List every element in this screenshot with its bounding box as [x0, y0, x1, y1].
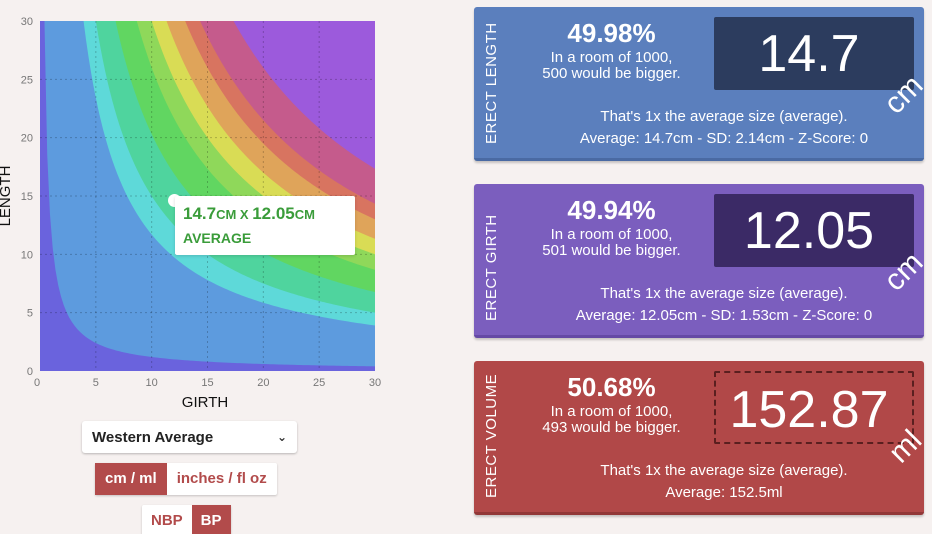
- volume-stats: Average: 152.5ml: [665, 484, 783, 501]
- y-tick-label: 10: [21, 249, 33, 261]
- tooltip-separator: X: [236, 207, 253, 222]
- length-room-line1: In a room of 1000,: [550, 49, 673, 66]
- tooltip-dimensions: 14.7CM X 12.05CM: [183, 203, 347, 226]
- size-chart[interactable]: 0 5 10 15 20 25 30 0 5 10 15 20 25 30 GIRTH LENGTH 1…: [0, 0, 400, 415]
- tooltip-girth: 12.05: [252, 204, 295, 223]
- size-tooltip: 14.7CM X 12.05CM AVERAGE: [175, 196, 355, 255]
- tooltip-length-unit: CM: [216, 207, 237, 222]
- volume-room-text: In a room of 1000, 493 would be bigger.: [524, 404, 699, 436]
- tooltip-girth-unit: CM: [294, 207, 315, 222]
- length-percentile: 49.98%: [567, 18, 656, 48]
- y-tick-label: 15: [21, 191, 33, 203]
- chevron-down-icon: ⌄: [276, 430, 287, 444]
- y-tick-label: 5: [27, 308, 33, 320]
- x-tick-label: 5: [93, 377, 99, 389]
- y-tick-label: 0: [27, 366, 33, 378]
- length-value-box: 14.7 cm: [714, 17, 924, 120]
- girth-room-text: In a room of 1000, 501 would be bigger.: [524, 227, 699, 259]
- x-tick-label: 25: [313, 377, 325, 389]
- girth-value: 12.05: [743, 202, 875, 260]
- x-tick-label: 20: [257, 377, 269, 389]
- volume-card-label: ERECT VOLUME: [483, 373, 500, 498]
- girth-average-note: That's 1x the average size (average).: [600, 285, 848, 302]
- x-axis-title: GIRTH: [182, 394, 228, 411]
- nbp-button[interactable]: NBP: [151, 512, 183, 529]
- y-tick-label: 25: [21, 74, 33, 86]
- y-axis-title: LENGTH: [0, 166, 14, 227]
- y-tick-label: 30: [21, 16, 33, 28]
- x-tick-label: 30: [369, 377, 381, 389]
- girth-room-line1: In a room of 1000,: [550, 226, 673, 243]
- unit-metric-button[interactable]: cm / ml: [95, 463, 167, 495]
- region-select[interactable]: Western Average ⌄: [82, 421, 297, 453]
- length-value: 14.7: [758, 25, 860, 83]
- bp-toggle: NBP BP: [142, 505, 231, 534]
- girth-percentile: 49.94%: [567, 195, 656, 225]
- percentile-band: [233, 21, 375, 169]
- y-tick-label: 20: [21, 133, 33, 145]
- girth-card-label: ERECT GIRTH: [483, 214, 500, 321]
- girth-value-box: 12.05 cm: [714, 194, 924, 297]
- length-card: ERECT LENGTH 49.98% In a room of 1000, 5…: [474, 7, 924, 161]
- region-select-value: Western Average: [92, 428, 214, 446]
- length-room-line2: 500 would be bigger.: [542, 65, 681, 82]
- volume-room-line2: 493 would be bigger.: [542, 419, 681, 436]
- volume-value-box: 152.87 ml: [714, 371, 924, 470]
- volume-percentile: 50.68%: [567, 372, 656, 402]
- bp-button[interactable]: BP: [191, 505, 231, 534]
- x-tick-label: 10: [146, 377, 158, 389]
- length-room-text: In a room of 1000, 500 would be bigger.: [524, 50, 699, 82]
- volume-value: 152.87: [729, 381, 889, 439]
- volume-average-note: That's 1x the average size (average).: [600, 462, 848, 479]
- unit-imperial-button[interactable]: inches / fl oz: [176, 470, 267, 487]
- volume-card: ERECT VOLUME 50.68% In a room of 1000, 4…: [474, 361, 924, 515]
- length-average-note: That's 1x the average size (average).: [600, 108, 848, 125]
- length-stats: Average: 14.7cm - SD: 2.14cm - Z-Score: …: [579, 130, 869, 147]
- unit-toggle: cm / ml inches / fl oz: [95, 463, 277, 495]
- girth-room-line2: 501 would be bigger.: [542, 242, 681, 259]
- tooltip-label: AVERAGE: [183, 230, 252, 246]
- volume-room-line1: In a room of 1000,: [550, 403, 673, 420]
- length-card-label: ERECT LENGTH: [483, 22, 500, 144]
- girth-stats: Average: 12.05cm - SD: 1.53cm - Z-Score:…: [575, 307, 873, 324]
- girth-card: ERECT GIRTH 49.94% In a room of 1000, 50…: [474, 184, 924, 338]
- tooltip-length: 14.7: [183, 204, 217, 223]
- x-tick-label: 0: [34, 377, 40, 389]
- x-tick-label: 15: [201, 377, 213, 389]
